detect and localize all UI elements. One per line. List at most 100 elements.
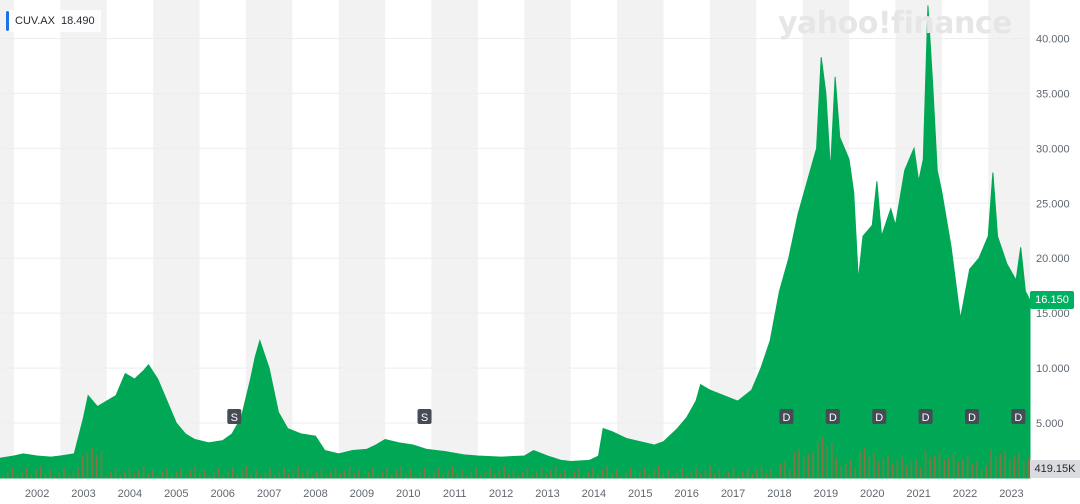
volume-bar xyxy=(180,467,182,478)
volume-bar xyxy=(807,454,810,478)
volume-bar xyxy=(671,476,674,478)
volume-bar xyxy=(77,467,79,478)
year-band xyxy=(524,0,571,478)
volume-bar xyxy=(189,470,192,478)
volume-bar xyxy=(573,472,576,478)
volume-bar xyxy=(798,449,800,478)
volume-bar xyxy=(873,453,875,478)
volume-bar xyxy=(723,476,725,478)
volume-bar xyxy=(737,475,739,478)
volume-bar xyxy=(980,469,983,478)
x-tick-label: 2005 xyxy=(164,488,188,500)
y-tick-label: 10.000 xyxy=(1036,363,1070,375)
volume-bar xyxy=(718,469,721,478)
volume-bar xyxy=(868,456,871,478)
volume-bar xyxy=(273,475,276,478)
event-label: S xyxy=(231,412,238,424)
volume-bar xyxy=(802,457,805,478)
event-marker-D xyxy=(1011,409,1026,424)
volume-bar xyxy=(845,463,847,478)
volume-bar xyxy=(742,471,744,478)
volume-bar xyxy=(1004,451,1006,478)
x-tick-label: 2018 xyxy=(767,488,791,500)
y-tick-label: 25.000 xyxy=(1036,198,1070,210)
volume-bar xyxy=(826,446,828,478)
volume-bar xyxy=(250,473,253,478)
volume-bar xyxy=(386,467,388,478)
volume-bar xyxy=(100,451,103,478)
volume-bar xyxy=(63,468,65,478)
volume-bar xyxy=(353,473,356,478)
volume-bar xyxy=(550,470,552,478)
x-tick-label: 2020 xyxy=(860,488,884,500)
volume-bar xyxy=(419,472,421,478)
legend-color-bar xyxy=(6,11,9,31)
volume-bar xyxy=(1013,456,1016,478)
event-label: D xyxy=(1014,412,1022,424)
volume-bar xyxy=(915,459,917,478)
volume-bar xyxy=(21,471,23,478)
volume-bar xyxy=(297,466,299,478)
volume-bar xyxy=(746,467,749,478)
volume-bar xyxy=(990,449,992,478)
volume-bar xyxy=(170,475,173,478)
volume-bar xyxy=(53,476,56,478)
volume-bar xyxy=(49,469,51,478)
volume-bar xyxy=(456,473,459,478)
volume-bar xyxy=(451,466,454,478)
volume-bar xyxy=(245,466,248,478)
volume-bar xyxy=(948,457,950,478)
volume-bar xyxy=(67,475,70,478)
event-marker-S xyxy=(227,409,242,424)
x-tick-label: 2009 xyxy=(350,488,374,500)
volume-bar xyxy=(287,474,290,478)
event-label: D xyxy=(922,412,930,424)
volume-bar xyxy=(119,475,121,478)
volume-bar xyxy=(821,438,824,478)
volume-bar xyxy=(72,471,75,478)
volume-bar xyxy=(667,469,669,478)
volume-bar xyxy=(709,466,711,478)
legend-symbol: CUV.AX xyxy=(15,15,55,27)
volume-bar xyxy=(278,471,281,478)
volume-bar xyxy=(901,457,903,478)
volume-bar xyxy=(634,475,636,478)
x-tick-label: 2008 xyxy=(303,488,327,500)
legend-value: 18.490 xyxy=(60,15,95,27)
volume-bar xyxy=(498,470,501,478)
x-tick-label: 2023 xyxy=(999,488,1023,500)
volume-bar xyxy=(11,468,14,478)
volume-bar xyxy=(905,465,908,478)
volume-bar xyxy=(657,466,660,478)
volume-bar xyxy=(461,469,463,478)
volume-bar xyxy=(16,475,18,478)
volume-bar xyxy=(493,474,496,478)
volume-bar xyxy=(962,459,964,478)
volume-bar xyxy=(358,469,360,478)
y-tick-label: 35.000 xyxy=(1036,88,1070,100)
volume-bar xyxy=(531,475,533,478)
volume-bar xyxy=(447,470,449,478)
volume-bar xyxy=(512,469,515,478)
volume-bar xyxy=(475,468,477,478)
volume-bar xyxy=(831,443,833,478)
volume-bar xyxy=(859,451,861,478)
legend[interactable]: CUV.AX 18.490 xyxy=(6,10,101,32)
volume-bar xyxy=(184,474,187,478)
volume-bar xyxy=(348,466,351,478)
price-area xyxy=(0,5,1031,479)
volume-bar xyxy=(35,470,37,478)
volume-bar xyxy=(110,472,112,478)
x-tick-label: 2013 xyxy=(535,488,559,500)
volume-bar xyxy=(522,472,524,478)
volume-bar xyxy=(95,455,98,478)
volume-bar xyxy=(503,466,505,478)
volume-tag: 419.15K xyxy=(1030,460,1080,478)
volume-bar xyxy=(376,475,379,478)
volume-bar xyxy=(470,472,473,478)
volume-bar xyxy=(334,467,337,478)
volume-bar xyxy=(414,476,416,478)
volume-bar xyxy=(1018,453,1020,478)
volume-bar xyxy=(198,473,201,478)
